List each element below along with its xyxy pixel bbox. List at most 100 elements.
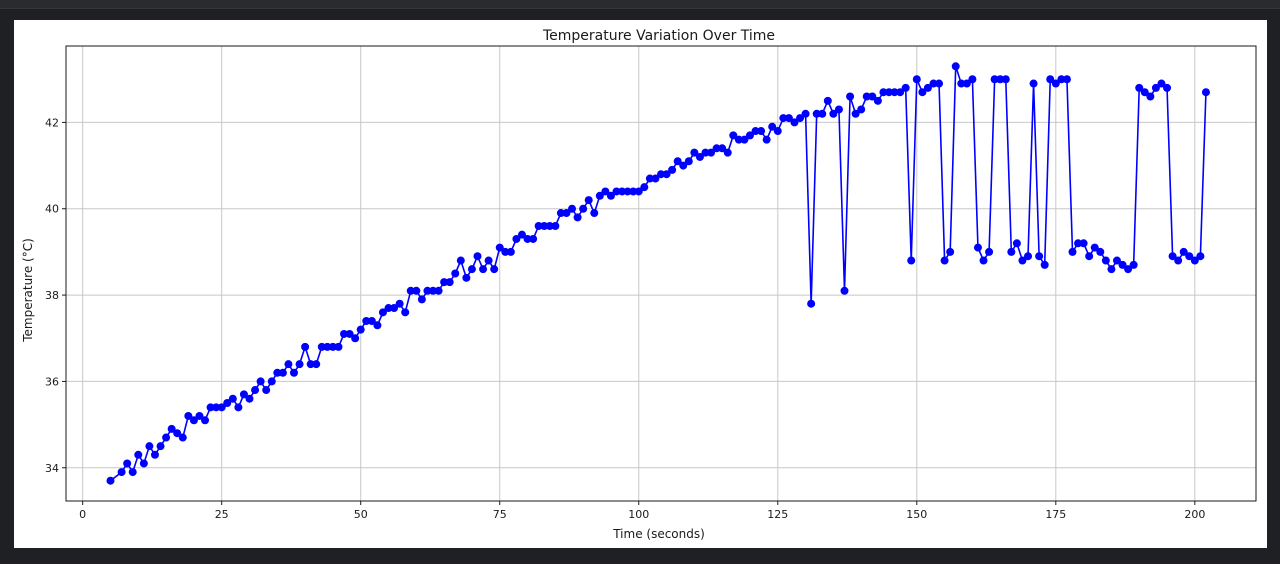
data-point: [1118, 260, 1127, 269]
data-point: [634, 187, 643, 196]
data-point: [779, 114, 788, 123]
data-point: [751, 127, 760, 136]
data-point: [395, 299, 404, 308]
data-point: [923, 83, 932, 92]
data-point: [273, 368, 282, 377]
data-point: [139, 459, 148, 468]
data-point: [540, 222, 549, 231]
data-point: [701, 148, 710, 157]
data-point: [134, 450, 143, 459]
data-point: [534, 222, 543, 231]
data-point: [234, 403, 243, 412]
series-group: [106, 62, 1210, 485]
data-point: [406, 286, 415, 295]
data-point: [517, 230, 526, 239]
data-point: [1129, 260, 1138, 269]
line-chart: 0 25 50 75 100 125 150 175 200 34 36 38 40 42 Temper…: [14, 20, 1267, 548]
data-point: [873, 96, 882, 105]
data-point: [745, 131, 754, 140]
data-point: [162, 433, 171, 442]
x-axis-label: Time (seconds): [612, 527, 705, 541]
data-point: [762, 135, 771, 144]
data-point: [1196, 252, 1205, 261]
data-point: [301, 342, 310, 351]
data-point: [1062, 75, 1071, 84]
data-point: [195, 411, 204, 420]
data-point: [434, 286, 443, 295]
data-point: [278, 368, 287, 377]
data-point: [595, 191, 604, 200]
data-point: [378, 308, 387, 317]
data-point: [167, 424, 176, 433]
data-point: [801, 109, 810, 118]
data-point: [1035, 252, 1044, 261]
data-point: [1201, 88, 1210, 97]
data-point: [373, 321, 382, 330]
x-tick-label: 75: [493, 508, 507, 521]
data-point: [440, 278, 449, 287]
data-point: [618, 187, 627, 196]
data-point: [812, 109, 821, 118]
data-point: [829, 109, 838, 118]
data-point: [684, 157, 693, 166]
data-point: [512, 234, 521, 243]
x-tick-label: 0: [79, 508, 86, 521]
x-tick-label: 125: [767, 508, 788, 521]
data-point: [462, 273, 471, 282]
data-point: [1029, 79, 1038, 88]
top-toolbar-strip: [0, 0, 1280, 9]
data-point: [962, 79, 971, 88]
data-point: [1057, 75, 1066, 84]
data-point: [896, 88, 905, 97]
data-point: [884, 88, 893, 97]
data-point: [985, 247, 994, 256]
chart-figure: 0 25 50 75 100 125 150 175 200 34 36 38 40 42 Temper…: [14, 20, 1267, 548]
data-point: [1140, 88, 1149, 97]
data-point: [1151, 83, 1160, 92]
chart-background: [14, 20, 1267, 548]
data-point: [490, 265, 499, 274]
data-point: [1074, 239, 1083, 248]
data-point: [150, 450, 159, 459]
data-point: [551, 222, 560, 231]
chart-title: Temperature Variation Over Time: [542, 28, 775, 44]
data-point: [1046, 75, 1055, 84]
data-point: [729, 131, 738, 140]
data-point: [356, 325, 365, 334]
data-point: [306, 360, 315, 369]
data-point: [912, 75, 921, 84]
data-point: [1179, 247, 1188, 256]
data-point: [862, 92, 871, 101]
data-point: [251, 386, 260, 395]
data-point: [606, 191, 615, 200]
data-point: [412, 286, 421, 295]
data-point: [823, 96, 832, 105]
data-point: [1135, 83, 1144, 92]
data-point: [957, 79, 966, 88]
data-point: [790, 118, 799, 127]
data-point: [523, 234, 532, 243]
data-point: [429, 286, 438, 295]
data-point: [996, 75, 1005, 84]
data-point: [868, 92, 877, 101]
data-point: [295, 360, 304, 369]
data-point: [1163, 83, 1172, 92]
data-point: [840, 286, 849, 295]
data-point: [284, 360, 293, 369]
data-point: [473, 252, 482, 261]
data-point: [918, 88, 927, 97]
data-point: [851, 109, 860, 118]
data-point: [757, 127, 766, 136]
data-point: [818, 109, 827, 118]
data-point: [1024, 252, 1033, 261]
data-point: [796, 114, 805, 123]
data-point: [467, 265, 476, 274]
data-point: [695, 152, 704, 161]
data-point: [740, 135, 749, 144]
data-point: [1174, 256, 1183, 265]
data-point: [545, 222, 554, 231]
data-point: [951, 62, 960, 71]
plot-frame: [65, 45, 1257, 502]
data-point: [1001, 75, 1010, 84]
data-point: [979, 256, 988, 265]
